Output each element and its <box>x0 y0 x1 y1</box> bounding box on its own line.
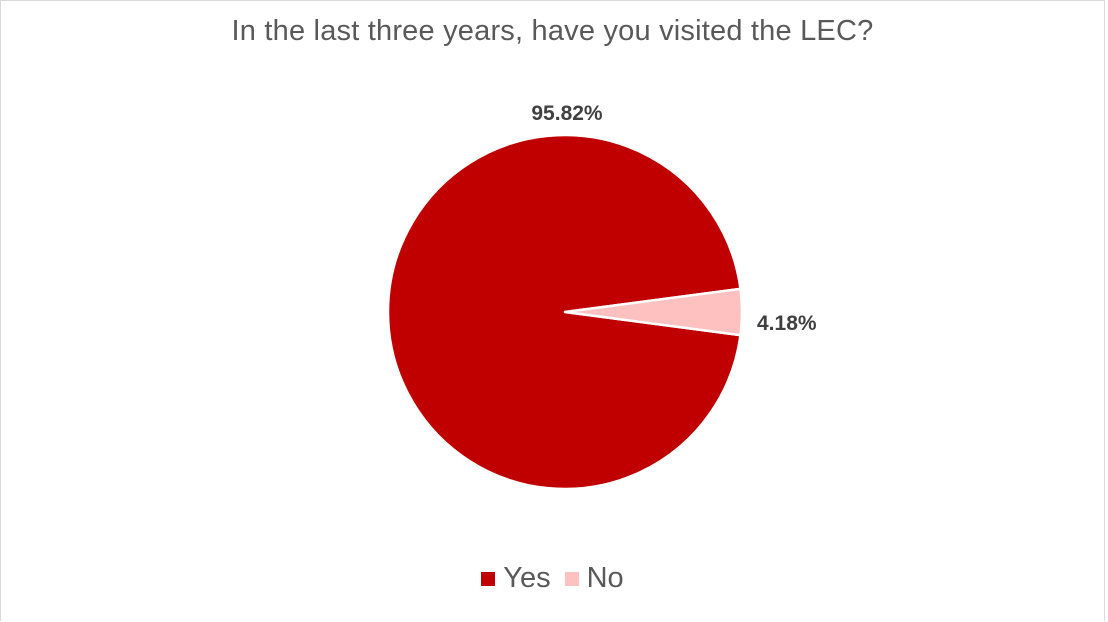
pie-slice-no[interactable] <box>563 287 744 337</box>
legend-label-yes: Yes <box>503 562 551 594</box>
legend-swatch-yes <box>481 571 496 586</box>
pie-slices <box>386 133 744 491</box>
legend-swatch-no <box>564 571 579 586</box>
legend-label-no: No <box>586 562 624 594</box>
legend: Yes No <box>1 562 1104 595</box>
data-label-no: 4.18% <box>757 312 817 335</box>
legend-item-no[interactable]: No <box>564 562 624 595</box>
legend-item-yes[interactable]: Yes <box>481 562 551 595</box>
data-label-yes: 95.82% <box>531 102 603 125</box>
chart-title: In the last three years, have you visite… <box>231 15 874 47</box>
